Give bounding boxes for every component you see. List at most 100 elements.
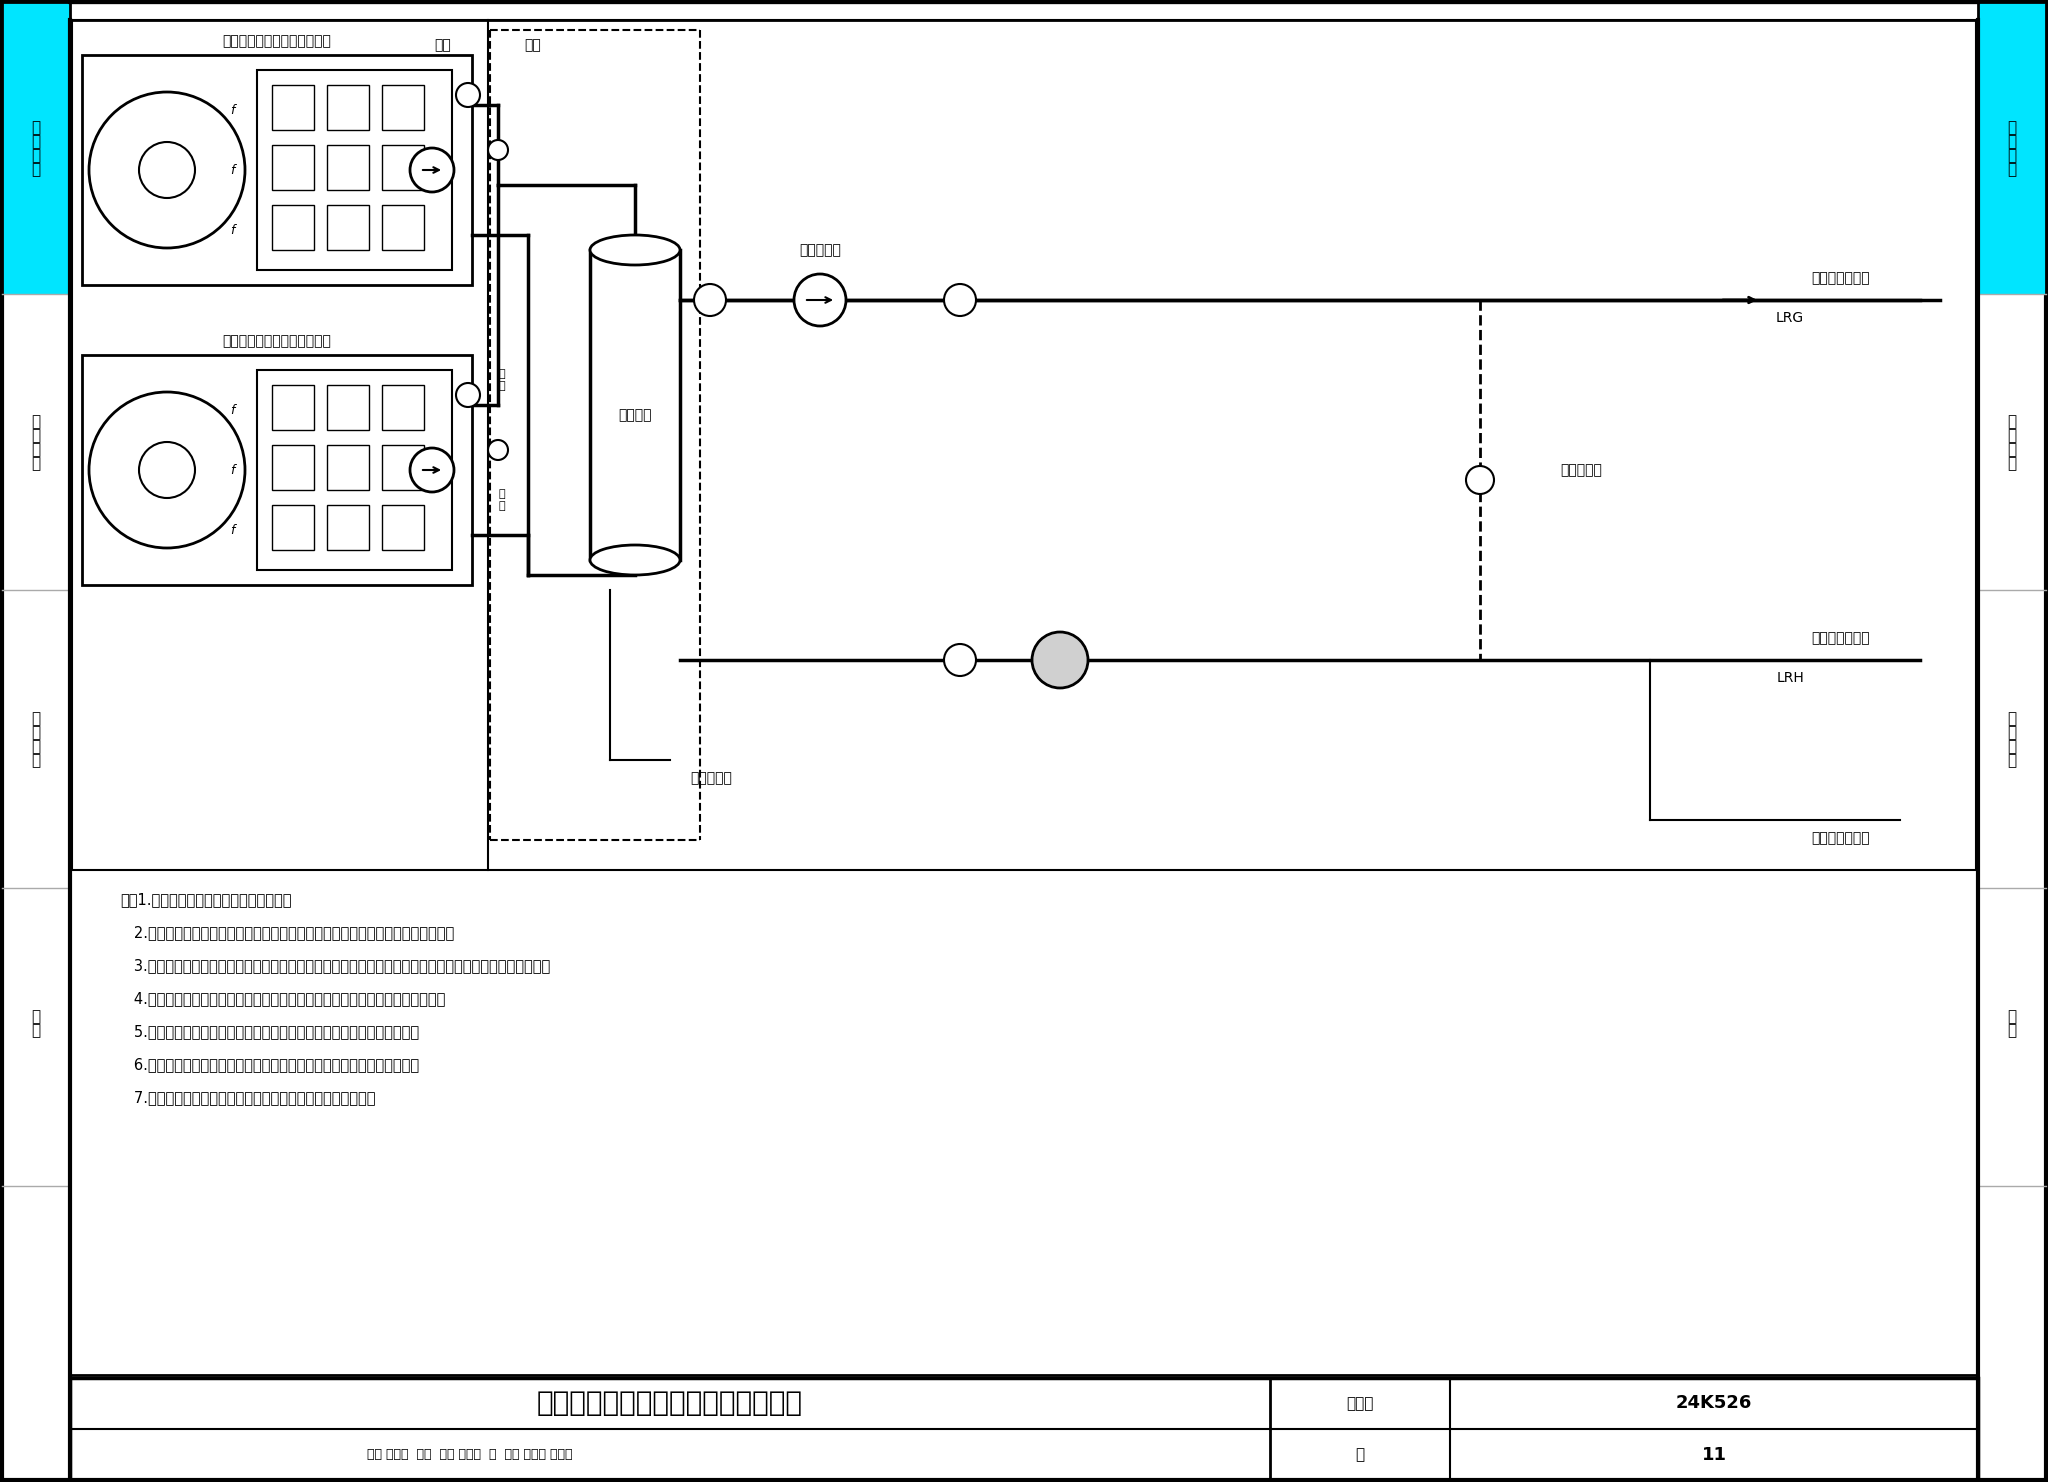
Text: f: f <box>229 523 233 536</box>
Bar <box>256 370 453 571</box>
Text: 程: 程 <box>31 726 41 741</box>
Bar <box>272 205 313 250</box>
Text: 实: 实 <box>2007 740 2017 754</box>
Circle shape <box>457 382 479 408</box>
Circle shape <box>88 393 246 548</box>
Text: 例: 例 <box>2007 753 2017 769</box>
Bar <box>272 84 313 130</box>
Bar <box>383 505 424 550</box>
Bar <box>2 1 70 293</box>
Text: 工: 工 <box>31 428 41 443</box>
Text: 注：1.本页适用于整体式机组两联供系统。: 注：1.本页适用于整体式机组两联供系统。 <box>121 892 291 907</box>
Text: 室内: 室内 <box>524 39 541 52</box>
Text: 接末端供水干管: 接末端供水干管 <box>1810 271 1870 285</box>
Text: 缓冲水箱: 缓冲水箱 <box>618 408 651 422</box>
Text: 施: 施 <box>31 415 41 430</box>
Text: 计: 计 <box>31 163 41 178</box>
Text: 设: 设 <box>31 148 41 163</box>
Text: 录: 录 <box>2007 1024 2017 1039</box>
Text: 装: 装 <box>31 456 41 471</box>
Text: 11: 11 <box>1702 1445 1726 1464</box>
Text: 二级循环泵: 二级循环泵 <box>799 243 842 256</box>
Text: LRH: LRH <box>1776 671 1804 685</box>
Text: 供
管: 供 管 <box>498 489 506 511</box>
Bar <box>70 1378 1978 1481</box>
Text: 计: 计 <box>2007 163 2017 178</box>
Text: 录: 录 <box>31 1024 41 1039</box>
Text: 安: 安 <box>2007 443 2017 458</box>
Bar <box>272 445 313 491</box>
Text: 统: 统 <box>31 135 41 150</box>
Bar <box>383 145 424 190</box>
Text: 审核 董大鹏  长加  校对 吕东彦  浙  设计 邓有源 竹竹纸: 审核 董大鹏 长加 校对 吕东彦 浙 设计 邓有源 竹竹纸 <box>367 1448 573 1461</box>
Text: 2.本图一级循环泵为热泵机组内置泵，设计人员可根据工程情况选用外置循环泵。: 2.本图一级循环泵为热泵机组内置泵，设计人员可根据工程情况选用外置循环泵。 <box>121 925 455 941</box>
Bar <box>383 205 424 250</box>
Text: f: f <box>229 224 233 237</box>
Circle shape <box>1032 631 1087 688</box>
Bar <box>328 205 369 250</box>
Circle shape <box>1466 465 1493 494</box>
Circle shape <box>487 440 508 459</box>
Bar <box>328 385 369 430</box>
Text: 实: 实 <box>31 740 41 754</box>
Bar <box>328 84 369 130</box>
Text: f: f <box>229 104 233 117</box>
Bar <box>383 84 424 130</box>
Bar <box>383 385 424 430</box>
Circle shape <box>410 448 455 492</box>
Text: 接生活给水系统: 接生活给水系统 <box>1810 831 1870 845</box>
Circle shape <box>795 274 846 326</box>
Text: 附: 附 <box>31 1009 41 1024</box>
Ellipse shape <box>590 236 680 265</box>
Text: 压差旁通阀: 压差旁通阀 <box>1561 462 1602 477</box>
Circle shape <box>457 83 479 107</box>
Bar <box>82 356 471 585</box>
Ellipse shape <box>590 545 680 575</box>
Circle shape <box>487 139 508 160</box>
Text: 例: 例 <box>31 753 41 769</box>
Bar <box>328 145 369 190</box>
Text: 工: 工 <box>2007 428 2017 443</box>
Bar <box>272 505 313 550</box>
Text: 设: 设 <box>2007 148 2017 163</box>
Text: 图集号: 图集号 <box>1346 1396 1374 1411</box>
Bar <box>72 19 1976 870</box>
Text: f: f <box>229 464 233 477</box>
Text: 附: 附 <box>2007 1009 2017 1024</box>
Bar <box>272 385 313 430</box>
Circle shape <box>410 148 455 193</box>
Bar <box>590 250 680 560</box>
Text: f: f <box>229 403 233 416</box>
Text: f: f <box>229 163 233 176</box>
Text: 5.设计人员根据系统水容量、热泵机组融霜功能确定是否设置缓冲水箱。: 5.设计人员根据系统水容量、热泵机组融霜功能确定是否设置缓冲水箱。 <box>121 1024 420 1039</box>
Text: 室外: 室外 <box>434 39 451 52</box>
Text: 6.本图选用两台热泵机组，设计人员可根据工程情况选择热泵机组数量。: 6.本图选用两台热泵机组，设计人员可根据工程情况选择热泵机组数量。 <box>121 1058 420 1073</box>
Text: LRG: LRG <box>1776 311 1804 325</box>
Text: 整体式机组两联供二级泵系统原理图: 整体式机组两联供二级泵系统原理图 <box>537 1390 803 1417</box>
Circle shape <box>944 285 977 316</box>
Text: 3.机组（内置一级循环泵）设置在室外，缓冲水箱、循环水泵、膨胀罐等附属设备及管路、配件设在室内。: 3.机组（内置一级循环泵）设置在室外，缓冲水箱、循环水泵、膨胀罐等附属设备及管路… <box>121 959 551 974</box>
Bar <box>272 145 313 190</box>
Text: 页: 页 <box>1356 1446 1364 1463</box>
Bar <box>328 505 369 550</box>
Text: 统: 统 <box>2007 135 2017 150</box>
Text: 回
管: 回 管 <box>498 369 506 391</box>
Circle shape <box>139 142 195 199</box>
Circle shape <box>944 645 977 676</box>
Bar <box>383 445 424 491</box>
Bar <box>328 445 369 491</box>
Circle shape <box>694 285 725 316</box>
Text: 24K526: 24K526 <box>1675 1395 1753 1412</box>
Text: 施: 施 <box>2007 415 2017 430</box>
Text: 4.末端可采用风机盘管供暖（冷）、地面辐射供暖、低水温散热器供暖等设备。: 4.末端可采用风机盘管供暖（冷）、地面辐射供暖、低水温散热器供暖等设备。 <box>121 991 444 1006</box>
Text: 系: 系 <box>31 120 41 135</box>
Text: 程: 程 <box>2007 726 2017 741</box>
Text: 热泵机组（内置一级循环泵）: 热泵机组（内置一级循环泵） <box>223 333 332 348</box>
Circle shape <box>139 442 195 498</box>
Text: 系: 系 <box>2007 120 2017 135</box>
Text: 装: 装 <box>2007 456 2017 471</box>
Text: 安: 安 <box>31 443 41 458</box>
Text: 工: 工 <box>2007 711 2017 726</box>
Text: 接排水系统: 接排水系统 <box>690 771 731 785</box>
Circle shape <box>88 92 246 247</box>
